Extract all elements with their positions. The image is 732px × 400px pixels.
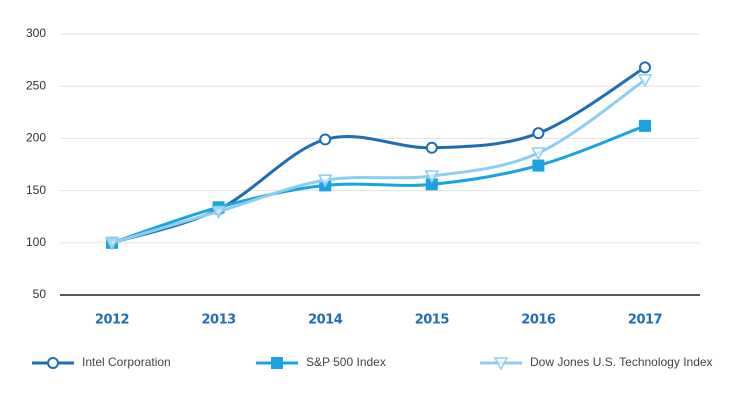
data-point xyxy=(424,170,440,184)
data-point xyxy=(317,174,333,188)
x-tick-label: 2013 xyxy=(202,313,237,328)
data-point xyxy=(319,133,332,146)
y-tick-label: 50 xyxy=(33,287,47,301)
legend-label: Intel Corporation xyxy=(82,355,171,369)
y-tick-label: 100 xyxy=(26,235,46,249)
y-tick-label: 250 xyxy=(26,78,46,92)
data-point xyxy=(425,141,438,154)
legend-label: S&P 500 Index xyxy=(306,355,386,369)
x-tick-label: 2014 xyxy=(308,313,343,328)
y-tick-label: 200 xyxy=(26,131,46,145)
series-line xyxy=(111,124,646,245)
data-point xyxy=(211,205,226,220)
x-tick-label: 2017 xyxy=(628,313,663,328)
legend-marker xyxy=(271,357,283,369)
data-point xyxy=(532,159,545,172)
y-tick-label: 150 xyxy=(26,183,46,197)
legend-label: Dow Jones U.S. Technology Index xyxy=(530,355,713,369)
y-tick-label: 300 xyxy=(26,26,46,40)
series-line xyxy=(111,78,646,245)
data-point xyxy=(637,74,653,88)
data-point xyxy=(639,119,651,132)
legend-marker xyxy=(47,357,59,369)
data-point xyxy=(425,178,438,191)
data-point xyxy=(639,61,651,74)
data-point xyxy=(532,127,545,140)
x-tick-label: 2015 xyxy=(415,313,450,328)
data-point xyxy=(104,237,120,251)
x-tick-label: 2016 xyxy=(521,313,556,328)
legend-marker xyxy=(493,357,509,371)
data-point xyxy=(531,147,546,161)
x-tick-label: 2012 xyxy=(95,313,129,328)
